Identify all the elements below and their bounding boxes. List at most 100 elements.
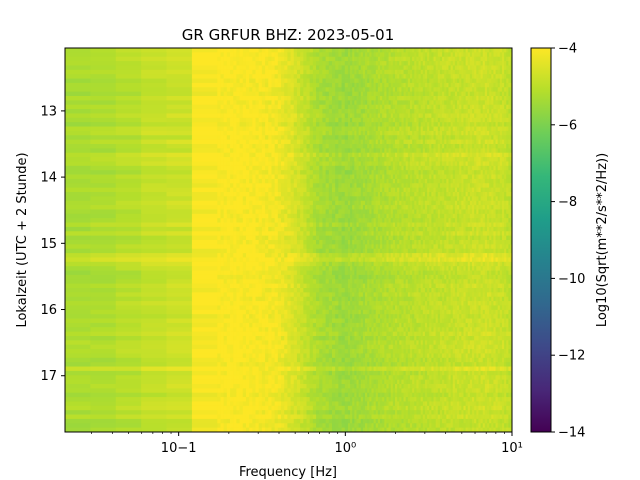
heatmap-cell — [418, 148, 422, 154]
heatmap-cell — [442, 78, 445, 84]
heatmap-cell — [65, 200, 91, 206]
heatmap-cell — [373, 69, 377, 75]
heatmap-cell — [446, 200, 449, 206]
heatmap-cell — [306, 82, 311, 88]
heatmap-cell — [394, 74, 398, 79]
heatmap-cell — [506, 69, 509, 75]
heatmap-cell — [491, 135, 494, 141]
heatmap-cell — [407, 205, 411, 210]
heatmap-cell — [390, 148, 394, 154]
heatmap-cell — [255, 187, 260, 193]
heatmap-cell — [435, 174, 439, 180]
heatmap-cell — [335, 144, 339, 149]
heatmap-cell — [497, 82, 501, 88]
heatmap-cell — [274, 69, 279, 75]
heatmap-cell — [274, 152, 279, 158]
heatmap-cell — [365, 78, 368, 84]
heatmap-cell — [437, 78, 441, 84]
heatmap-cell — [394, 96, 398, 101]
heatmap-cell — [480, 218, 484, 223]
heatmap-cell — [362, 209, 366, 215]
heatmap-cell — [491, 152, 494, 158]
heatmap-cell — [352, 178, 355, 184]
heatmap-cell — [296, 65, 301, 71]
heatmap-cell — [284, 61, 288, 66]
heatmap-cell — [384, 152, 387, 158]
heatmap-cell — [472, 82, 475, 88]
heatmap-cell — [369, 165, 372, 171]
heatmap-cell — [268, 165, 272, 171]
heatmap-cell — [392, 126, 396, 132]
heatmap-cell — [281, 82, 285, 88]
heatmap-cell — [358, 91, 362, 97]
heatmap-cell — [265, 65, 269, 71]
heatmap-cell — [303, 157, 307, 162]
heatmap-cell — [397, 113, 400, 119]
heatmap-cell — [281, 205, 285, 210]
heatmap-cell — [506, 205, 509, 210]
heatmap-cell — [293, 178, 298, 184]
heatmap-cell — [306, 139, 311, 145]
heatmap-cell — [444, 96, 447, 101]
heatmap-cell — [265, 91, 269, 97]
heatmap-cell — [403, 104, 407, 110]
heatmap-cell — [309, 130, 314, 136]
heatmap-cell — [344, 117, 349, 123]
heatmap-cell — [352, 157, 355, 162]
heatmap-cell — [497, 126, 501, 132]
heatmap-cell — [510, 65, 512, 71]
heatmap-cell — [384, 174, 387, 180]
heatmap-cell — [454, 48, 458, 53]
heatmap-cell — [367, 209, 370, 215]
heatmap-cell — [236, 222, 240, 228]
heatmap-cell — [325, 165, 330, 171]
heatmap-cell — [478, 52, 481, 58]
heatmap-cell — [422, 213, 426, 219]
heatmap-cell — [236, 130, 240, 136]
heatmap-cell — [362, 69, 366, 75]
heatmap-cell — [255, 209, 260, 215]
heatmap-cell — [325, 109, 330, 114]
heatmap-cell — [394, 109, 398, 114]
heatmap-cell — [352, 192, 355, 197]
heatmap-cell — [399, 213, 402, 219]
heatmap-cell — [356, 205, 360, 210]
heatmap-cell — [474, 113, 477, 119]
heatmap-cell — [476, 205, 479, 210]
heatmap-cell — [409, 218, 413, 223]
heatmap-cell — [249, 113, 253, 119]
heatmap-cell — [416, 144, 419, 149]
heatmap-cell — [347, 213, 351, 219]
heatmap-cell — [367, 157, 370, 162]
heatmap-cell — [491, 218, 494, 223]
heatmap-cell — [271, 205, 276, 210]
heatmap-cell — [405, 218, 409, 223]
heatmap-cell — [261, 56, 266, 62]
heatmap-cell — [375, 56, 379, 62]
heatmap-cell — [386, 135, 389, 141]
heatmap-cell — [338, 61, 342, 66]
heatmap-cell — [474, 200, 477, 206]
heatmap-cell — [457, 157, 460, 162]
heatmap-cell — [230, 122, 234, 127]
heatmap-cell — [489, 174, 492, 180]
heatmap-cell — [427, 218, 430, 223]
heatmap-cell — [265, 74, 269, 79]
heatmap-cell — [341, 87, 346, 93]
heatmap-cell — [365, 100, 368, 106]
heatmap-cell — [422, 139, 426, 145]
heatmap-cell — [377, 152, 381, 158]
heatmap-cell — [499, 117, 503, 123]
heatmap-cell — [226, 174, 231, 180]
heatmap-cell — [457, 96, 460, 101]
heatmap-cell — [457, 65, 460, 71]
heatmap-cell — [499, 113, 503, 119]
heatmap-cell — [309, 52, 314, 58]
heatmap-cell — [296, 209, 301, 215]
heatmap-cell — [90, 100, 117, 106]
heatmap-cell — [375, 109, 379, 114]
heatmap-cell — [420, 165, 424, 171]
heatmap-cell — [457, 218, 460, 223]
heatmap-cell — [358, 170, 362, 175]
heatmap-cell — [448, 144, 452, 149]
